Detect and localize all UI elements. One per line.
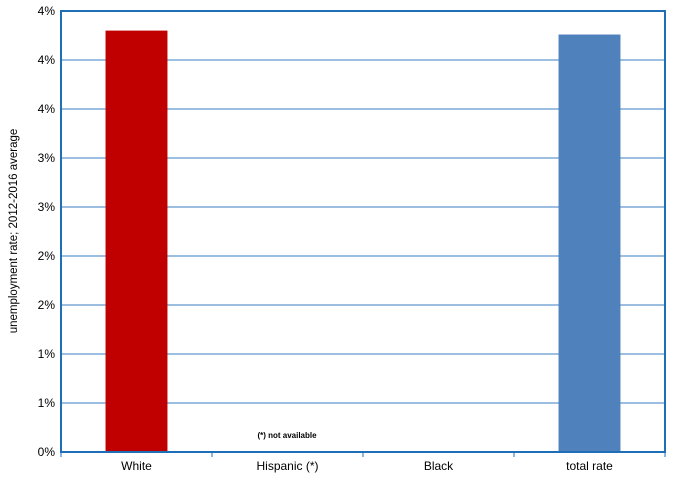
y-tick-label: 4% [38,102,56,116]
y-tick-label: 2% [38,249,56,263]
bar-white [105,30,168,452]
y-tick-label: 2% [38,298,56,312]
x-category-label: Hispanic (*) [256,459,318,473]
y-tick-label: 3% [38,151,56,165]
y-tick-label: 0% [38,445,56,459]
x-category-label: White [121,459,152,473]
x-axis-tick-marks [60,452,666,457]
footnote-not-available: (*) not available [257,431,317,440]
bars [105,30,621,453]
bar-total-rate [558,34,621,453]
y-tick-label: 1% [38,347,56,361]
x-axis-category-labels: White Hispanic (*) Black total rate [121,459,613,473]
y-axis-title: unemployment rate; 2012-2016 average [8,129,20,334]
y-tick-label: 3% [38,200,56,214]
y-axis-tick-labels: 0% 1% 1% 2% 2% 3% 3% 4% 4% 4% [38,4,56,459]
y-tick-label: 1% [38,396,56,410]
y-tick-label: 4% [38,53,56,67]
x-category-label: total rate [566,459,613,473]
y-tick-label: 4% [38,4,56,18]
x-category-label: Black [424,459,454,473]
